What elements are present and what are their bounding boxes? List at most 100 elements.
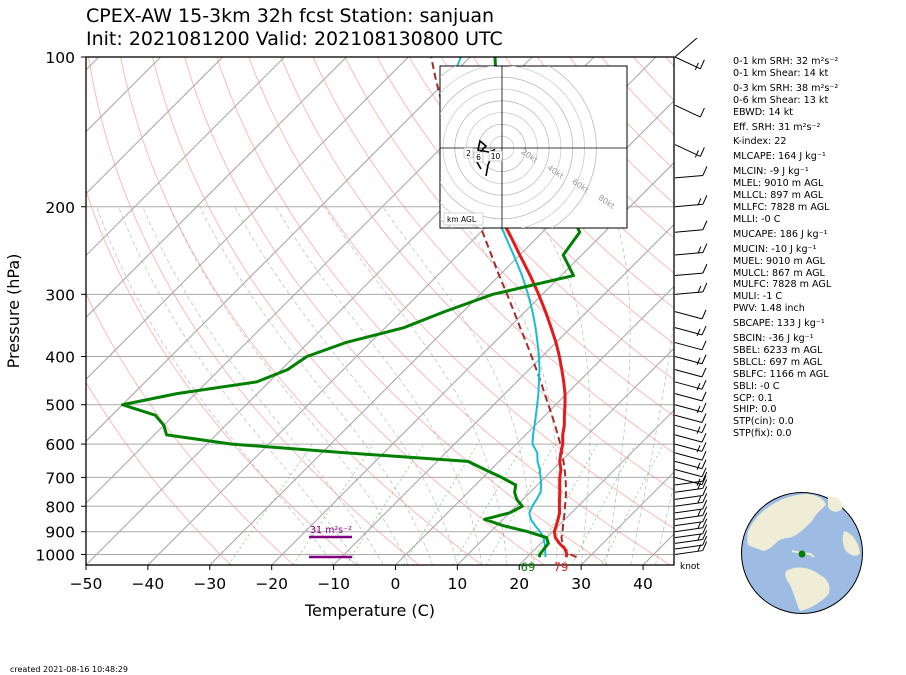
moist-adiabat xyxy=(324,206,508,565)
wind-barb-flag xyxy=(702,166,708,176)
wind-barb xyxy=(674,174,703,179)
hodograph-height-label: 2 xyxy=(466,149,471,158)
dry-adiabat xyxy=(86,381,232,565)
sounding-parameter: EBWD: 14 kt xyxy=(733,106,794,118)
wind-barb xyxy=(674,527,703,533)
moist-adiabat xyxy=(655,483,674,565)
y-tick-label: 300 xyxy=(45,286,75,304)
y-tick-label: 1000 xyxy=(36,546,75,564)
wind-barb-flag xyxy=(701,309,707,320)
sounding-parameter: SBLFC: 1166 m AGL xyxy=(733,368,829,380)
wind-barb-flag xyxy=(702,243,708,253)
hodograph-height-box xyxy=(488,150,503,162)
x-tick-label: 30 xyxy=(571,575,591,593)
dry-adiabat xyxy=(472,57,674,274)
wind-barb-flag xyxy=(701,459,707,469)
moist-adiabat xyxy=(234,206,458,565)
sounding-parameter: 0-1 km Shear: 14 kt xyxy=(733,67,829,79)
wind-barb-flag xyxy=(702,524,708,534)
wind-barb-flag xyxy=(696,405,701,414)
wind-barb-flag xyxy=(697,509,702,517)
sounding-parameter: SBLI: -0 C xyxy=(733,380,780,392)
wind-barb-flag xyxy=(701,413,707,423)
sounding-parameters: 0-1 km SRH: 32 m²s⁻² 0-1 km Shear: 14 kt 0… xyxy=(733,56,838,440)
wind-barb-flag xyxy=(702,282,708,293)
hodograph-height-label: 10 xyxy=(491,152,501,161)
wind-barb-flag xyxy=(701,367,707,378)
wind-barb xyxy=(674,452,703,461)
wind-barb-flag xyxy=(696,357,701,365)
moist-adiabat xyxy=(118,206,359,565)
wind-barb-flag xyxy=(702,471,708,482)
dry-adiabat xyxy=(248,57,674,530)
dry-adiabat xyxy=(86,292,295,565)
wind-barb-flag xyxy=(699,147,705,157)
dry-adiabat xyxy=(440,57,674,309)
hodograph-height-box xyxy=(463,147,474,159)
wind-barb-flag xyxy=(702,512,708,522)
y-tick-label: 800 xyxy=(45,498,75,516)
x-tick-label: 40 xyxy=(633,575,653,593)
mixing-ratio-line xyxy=(571,443,636,565)
wind-barb xyxy=(674,521,703,527)
moist-adiabat xyxy=(531,206,591,565)
caribbean-islands xyxy=(791,550,815,558)
moist-adiabat xyxy=(452,206,559,565)
wind-barb xyxy=(674,550,703,555)
wind-barb xyxy=(674,501,703,507)
wind-barb-flag xyxy=(701,340,707,351)
dry-adiabat xyxy=(120,57,483,565)
wind-barb-flag xyxy=(701,442,707,452)
wind-barb-flag xyxy=(702,499,708,510)
wind-barb-flag xyxy=(701,391,707,402)
wind-barb-flag xyxy=(697,533,702,541)
wind-barb xyxy=(674,533,703,539)
x-axis-label: Temperature (C) xyxy=(304,601,435,620)
wind-barb-flag xyxy=(702,541,708,551)
africa-land xyxy=(842,531,860,556)
isotherm xyxy=(86,57,471,442)
wind-barb-flag xyxy=(701,423,707,433)
sounding-parameter: SBCAPE: 133 J kg⁻¹ xyxy=(733,318,825,330)
wind-barb xyxy=(674,104,701,118)
wind-barb-flag xyxy=(696,328,701,337)
sounding-parameter: MLLI: -0 C xyxy=(733,213,781,225)
wind-barb-flag xyxy=(696,445,701,453)
y-tick-label: 400 xyxy=(45,349,75,367)
dry-adiabat xyxy=(152,57,545,565)
wind-barb-flag xyxy=(701,402,707,413)
dry-adiabat xyxy=(86,189,357,565)
hodograph-frame xyxy=(439,65,628,229)
wind-barb-flag xyxy=(701,467,707,477)
wind-barb-flag xyxy=(694,150,699,158)
north-america-land xyxy=(747,494,826,551)
isotherm xyxy=(209,100,674,565)
isotherm xyxy=(333,223,674,565)
wind-barb-flag xyxy=(696,426,701,434)
sounding-parameter: 0-6 km Shear: 13 kt xyxy=(733,94,829,106)
chart-title-line2: Init: 2021081200 Valid: 202108130800 UTC xyxy=(86,28,503,50)
wind-barb-flag xyxy=(699,107,705,118)
y-tick-label: 900 xyxy=(45,524,75,542)
wind-barb-flag xyxy=(702,493,708,503)
globe-locator-map xyxy=(741,492,863,614)
sounding-parameter: K-index: 22 xyxy=(733,136,787,148)
y-tick-label: 100 xyxy=(45,49,75,67)
isotherm xyxy=(86,57,224,195)
wind-barb-flag xyxy=(701,379,707,390)
y-tick-label: 700 xyxy=(45,469,75,487)
sounding-parameter: 0-1 km SRH: 32 m²s⁻² xyxy=(733,56,839,67)
surface-temperature-label: 79 xyxy=(554,560,569,574)
wind-barb-flag xyxy=(702,535,708,546)
hodograph-height-box xyxy=(473,151,484,163)
isotherm xyxy=(395,285,674,565)
y-tick-label: 500 xyxy=(45,397,75,415)
station-marker xyxy=(798,550,806,558)
wind-barb xyxy=(674,514,703,520)
mixing-ratio-line xyxy=(345,443,425,565)
sounding-parameter: PWV: 1.48 inch xyxy=(733,303,805,315)
y-tick-label: 200 xyxy=(45,199,75,217)
wind-barb-flag xyxy=(697,521,702,529)
x-tick-label: 10 xyxy=(448,575,468,593)
hodograph-legend: km AGL xyxy=(447,215,477,224)
